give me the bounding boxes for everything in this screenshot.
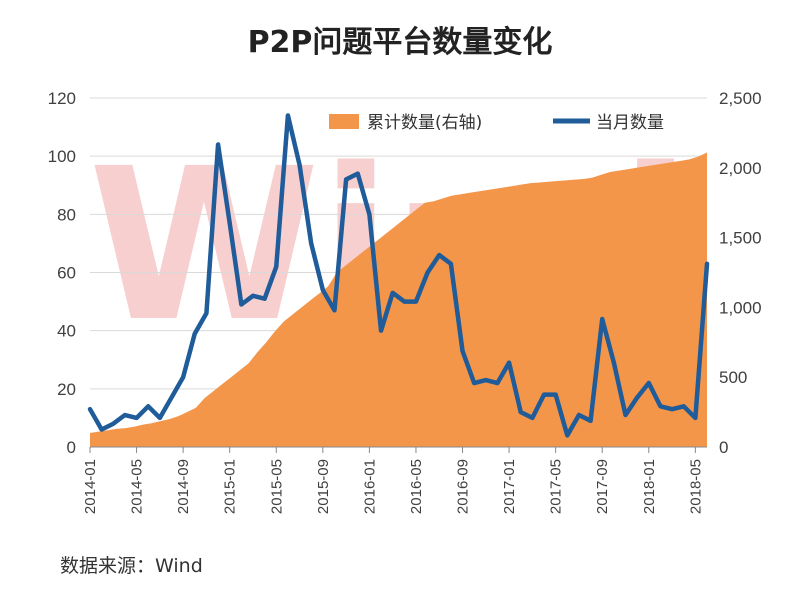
right-axis-ticks: 0 500 1,000 1,500 2,000 2,500 — [719, 89, 762, 457]
left-axis-ticks: 0 20 40 60 80 100 120 — [48, 89, 76, 457]
x-tick-label: 2014-05 — [129, 459, 146, 514]
legend-label-line: 当月数量 — [596, 113, 664, 133]
x-tick-label: 2015-01 — [222, 459, 239, 514]
x-tick-label: 2018-05 — [687, 459, 704, 514]
right-tick-label: 2,000 — [719, 159, 762, 178]
right-tick-label: 1,000 — [719, 298, 762, 317]
x-tick-label: 2016-09 — [455, 459, 472, 514]
x-tick-label: 2015-09 — [315, 459, 332, 514]
legend: 累计数量(右轴) 当月数量 — [329, 113, 664, 133]
legend-swatch-area — [329, 114, 359, 129]
x-tick-label: 2015-05 — [268, 459, 285, 514]
x-tick-label: 2014-09 — [175, 459, 192, 514]
right-tick-label: 0 — [719, 438, 728, 457]
x-tick-label: 2017-05 — [548, 459, 565, 514]
left-tick-label: 120 — [48, 89, 76, 108]
left-tick-label: 20 — [57, 380, 76, 399]
x-axis-ticks: 2014-01 2014-05 2014-09 2015-01 2015-05 2015-… — [82, 447, 704, 514]
right-tick-label: 500 — [719, 368, 747, 387]
x-tick-label: 2016-05 — [408, 459, 425, 514]
legend-label-area: 累计数量(右轴) — [367, 113, 482, 133]
x-tick-label: 2017-01 — [501, 459, 518, 514]
left-tick-label: 0 — [67, 438, 76, 457]
x-tick-label: 2016-01 — [361, 459, 378, 514]
left-tick-label: 80 — [57, 205, 76, 224]
x-tick-label: 2014-01 — [82, 459, 99, 514]
chart-title: P2P问题平台数量变化 — [248, 25, 553, 60]
source-note: 数据来源：Wind — [60, 555, 203, 577]
x-tick-label: 2017-09 — [594, 459, 611, 514]
monthly-count-line — [87, 113, 710, 438]
right-tick-label: 1,500 — [719, 229, 762, 248]
left-tick-label: 100 — [48, 147, 76, 166]
left-tick-label: 40 — [57, 322, 76, 341]
left-tick-label: 60 — [57, 264, 76, 283]
x-tick-label: 2018-01 — [641, 459, 658, 514]
right-tick-label: 2,500 — [719, 89, 762, 108]
